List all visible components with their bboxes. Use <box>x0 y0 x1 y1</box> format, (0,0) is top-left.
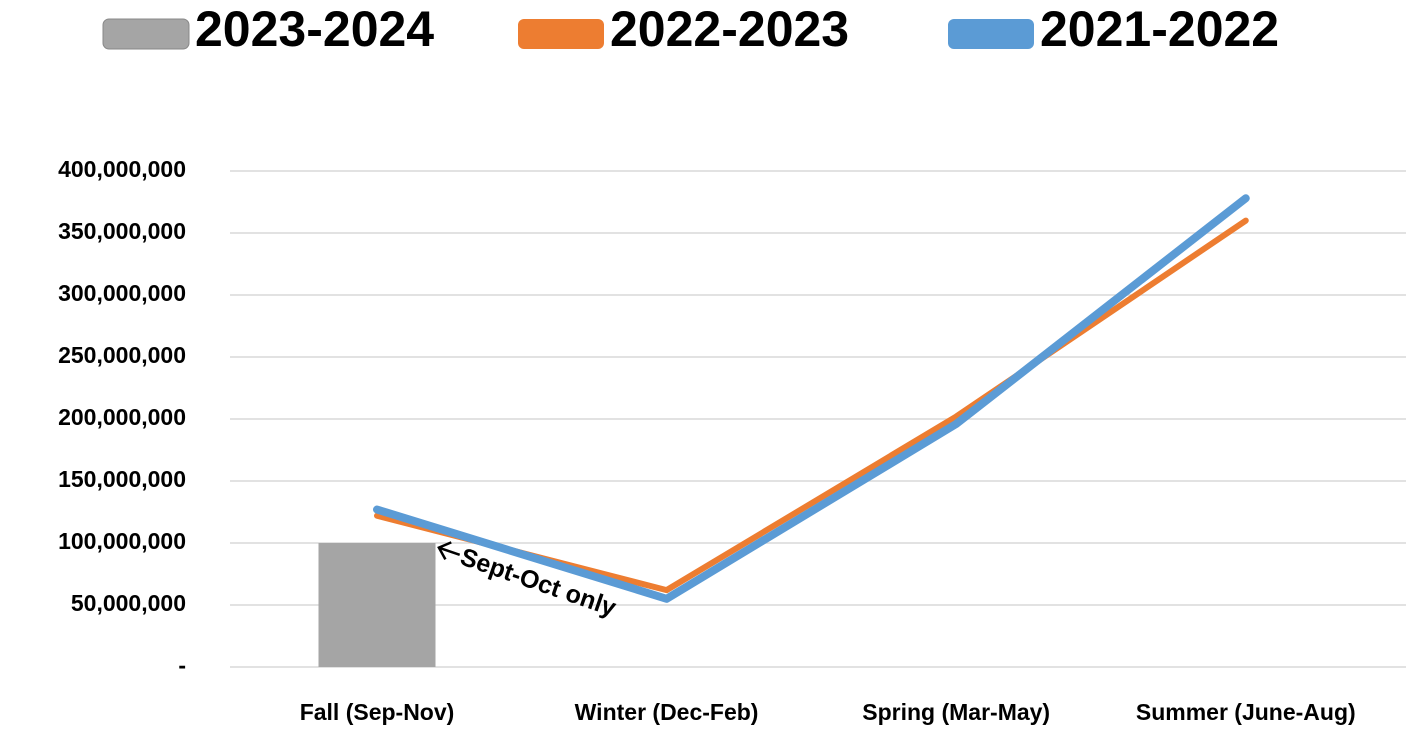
y-tick-label: - <box>178 652 186 678</box>
plot: - 50,000,000 100,000,000 150,000,000 200,000… <box>58 1 1406 725</box>
legend-swatch <box>948 19 1034 49</box>
annotation-arrowhead <box>437 541 452 561</box>
y-tick-label: 350,000,000 <box>58 218 186 244</box>
y-tick-label: 250,000,000 <box>58 342 186 368</box>
x-tick-label: Winter (Dec-Feb) <box>575 699 759 725</box>
legend-label: 2023-2024 <box>195 1 434 57</box>
x-tick-label: Spring (Mar-May) <box>862 699 1050 725</box>
y-tick-label: 150,000,000 <box>58 466 186 492</box>
bar <box>318 543 436 667</box>
line <box>373 194 1250 603</box>
annotation-arrow <box>438 546 461 556</box>
legend-label: 2021-2022 <box>1040 1 1279 57</box>
x-tick-label: Fall (Sep-Nov) <box>300 699 455 725</box>
legend-swatch <box>102 18 190 50</box>
y-tick-label: 100,000,000 <box>58 528 186 554</box>
x-tick-label: Summer (June-Aug) <box>1136 699 1356 725</box>
legend-swatch <box>518 19 604 49</box>
y-tick-label: 400,000,000 <box>58 156 186 182</box>
y-tick-label: 200,000,000 <box>58 404 186 430</box>
legend-label: 2022-2023 <box>610 1 849 57</box>
y-tick-label: 300,000,000 <box>58 280 186 306</box>
line <box>374 217 1249 594</box>
y-tick-label: 50,000,000 <box>71 590 186 616</box>
